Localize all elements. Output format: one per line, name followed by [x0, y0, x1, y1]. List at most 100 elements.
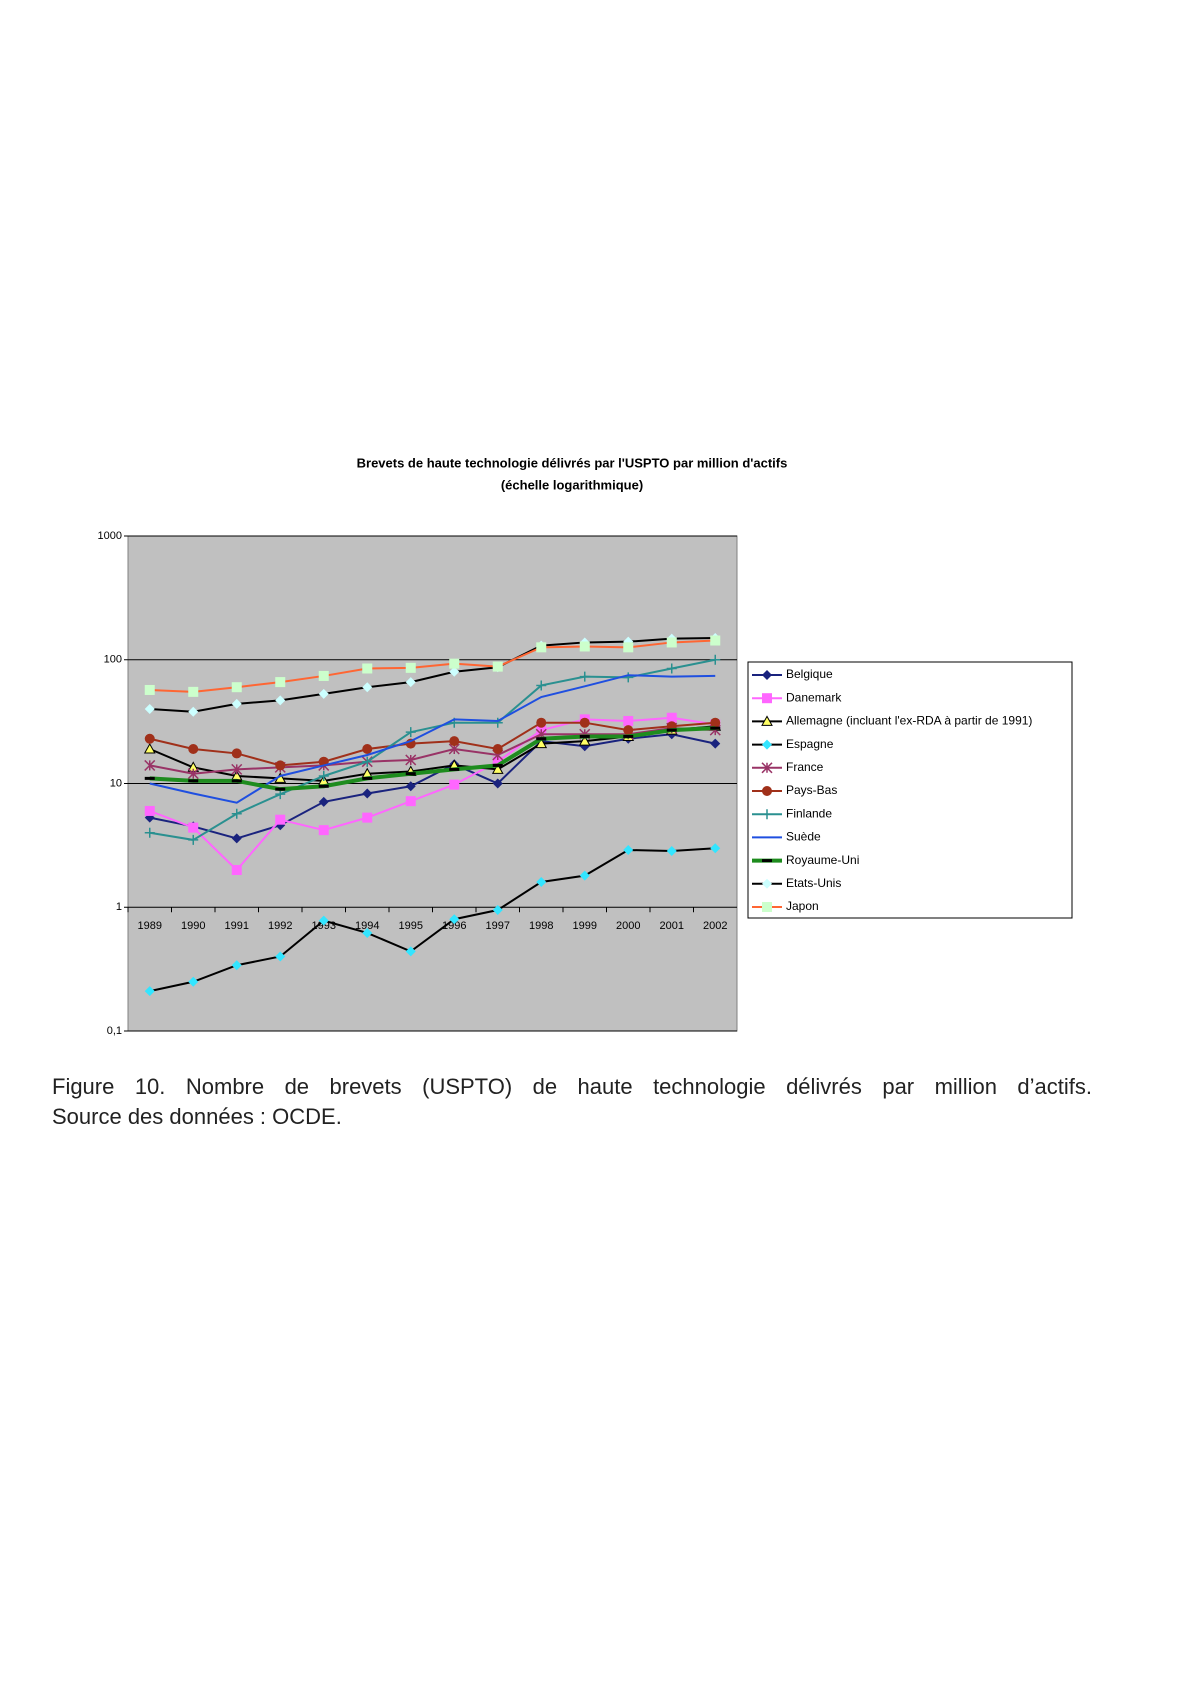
marker: [188, 744, 199, 755]
marker: [623, 734, 634, 738]
marker: [579, 734, 590, 738]
chart: Brevets de haute technologie délivrés pa…: [98, 455, 1073, 1037]
series-line: [149, 847, 716, 993]
marker: [449, 779, 460, 790]
marker: [362, 756, 373, 767]
marker: [762, 859, 772, 863]
marker: [449, 658, 460, 669]
marker: [449, 767, 460, 771]
marker: [188, 779, 199, 783]
marker: [623, 725, 634, 736]
marker: [318, 796, 329, 807]
y-tick-label: 100: [104, 654, 122, 666]
y-tick-label: 10: [110, 777, 122, 789]
marker: [143, 742, 156, 754]
marker: [449, 666, 460, 677]
marker: [492, 661, 503, 672]
marker: [762, 786, 772, 796]
series-line: [149, 733, 716, 840]
marker: [710, 717, 721, 728]
marker: [405, 662, 416, 673]
marker: [144, 986, 155, 997]
marker: [492, 778, 503, 789]
marker: [318, 825, 329, 836]
marker: [762, 693, 772, 704]
legend-label: Allemagne (incluant l'ex-RDA à partir de…: [786, 714, 1032, 728]
marker: [188, 686, 199, 697]
marker: [491, 763, 504, 774]
legend-label: Pays-Bas: [786, 783, 837, 797]
legend-label: Etats-Unis: [786, 876, 841, 890]
marker: [231, 748, 242, 759]
marker: [188, 834, 199, 845]
x-tick-label: 1999: [573, 920, 597, 932]
legend-label: Danemark: [786, 690, 842, 704]
marker: [405, 781, 416, 792]
marker: [623, 672, 634, 683]
series-line: [149, 636, 716, 713]
marker: [666, 728, 677, 732]
marker: [231, 763, 243, 775]
marker: [275, 814, 286, 825]
marker: [623, 715, 634, 726]
marker: [449, 914, 460, 925]
marker: [318, 784, 329, 788]
marker: [275, 787, 286, 791]
legend-label: Belgique: [786, 667, 833, 681]
marker: [492, 744, 503, 755]
marker: [666, 712, 677, 723]
marker: [362, 663, 373, 674]
y-tick-label: 1: [116, 901, 122, 913]
marker: [762, 670, 772, 680]
marker: [536, 680, 547, 691]
marker: [405, 727, 416, 738]
x-tick-label: 2001: [660, 920, 684, 932]
marker: [762, 902, 772, 912]
marker: [144, 776, 155, 780]
marker: [231, 698, 242, 709]
marker: [492, 905, 503, 916]
x-tick-label: 1991: [225, 920, 249, 932]
marker: [144, 827, 155, 838]
marker: [536, 876, 547, 887]
legend-label: France: [786, 760, 824, 774]
legend-label: Suède: [786, 830, 821, 844]
marker: [405, 772, 416, 776]
marker: [318, 770, 329, 781]
marker: [710, 654, 721, 665]
marker: [405, 946, 416, 957]
y-tick-label: 1000: [98, 530, 122, 542]
series-line: [149, 721, 716, 767]
marker: [492, 717, 503, 728]
x-tick-label: 2002: [703, 920, 727, 932]
chart-subtitle: (échelle logarithmique): [501, 477, 643, 492]
marker: [144, 703, 155, 714]
marker: [405, 796, 416, 807]
marker: [318, 915, 329, 926]
marker: [579, 641, 590, 652]
marker: [188, 976, 199, 987]
marker: [362, 744, 373, 755]
legend-box: [747, 661, 1073, 919]
chart-title: Brevets de haute technologie délivrés pa…: [357, 455, 788, 470]
marker: [623, 845, 634, 856]
x-tick-label: 2000: [616, 920, 640, 932]
marker: [710, 843, 721, 854]
marker: [231, 833, 242, 844]
marker: [362, 812, 373, 823]
marker: [275, 760, 286, 771]
marker: [579, 717, 590, 728]
marker: [231, 960, 242, 971]
series-line: [149, 726, 716, 792]
legend-label: Espagne: [786, 737, 834, 751]
marker: [275, 677, 286, 688]
marker: [231, 808, 242, 819]
legend-label: Finlande: [786, 806, 832, 820]
marker: [144, 684, 155, 695]
marker: [762, 739, 772, 750]
marker: [144, 733, 155, 744]
marker: [536, 642, 547, 653]
marker: [762, 878, 772, 889]
marker: [623, 642, 634, 653]
